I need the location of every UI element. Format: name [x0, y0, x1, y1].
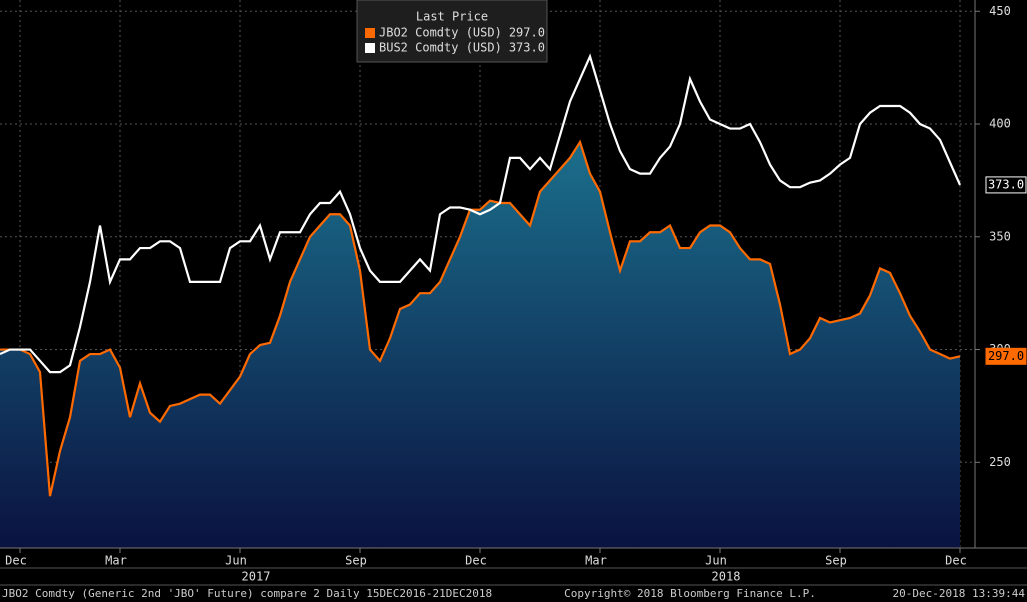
y-tick-label: 250 [989, 455, 1011, 469]
footer-center: Copyright© 2018 Bloomberg Finance L.P. [564, 587, 816, 600]
footer-right: 20-Dec-2018 13:39:44 [893, 587, 1026, 600]
legend-swatch [365, 28, 375, 38]
line [0, 53, 962, 374]
x-tick-label: Jun [705, 554, 727, 568]
y-tick-label: 450 [989, 4, 1011, 18]
area [0, 142, 960, 548]
x-tick-label: Sep [345, 554, 367, 568]
legend-label: BUS2 Comdty (USD) [379, 41, 502, 55]
year-label: 2018 [712, 570, 741, 584]
legend-box [356, 0, 548, 63]
x-tick-label: Mar [585, 554, 607, 568]
last-value-box [985, 347, 1027, 365]
x-tick-label: Jun [225, 554, 247, 568]
legend-swatch [365, 43, 375, 53]
legend-label: JBO2 Comdty (USD) [379, 26, 502, 40]
y-tick-label: 350 [989, 229, 1011, 243]
last-value-box [985, 176, 1027, 194]
legend-value: 297.0 [509, 26, 545, 40]
line [0, 139, 961, 497]
x-tick-label: Dec [465, 554, 487, 568]
legend-title: Last Price [416, 10, 488, 24]
last-value-label: 373.0 [988, 177, 1024, 191]
y-tick-label: 400 [989, 117, 1011, 131]
x-tick-label: Dec [945, 554, 967, 568]
x-tick-label: Dec [5, 554, 27, 568]
year-label: 2017 [242, 570, 271, 584]
legend-value: 373.0 [509, 41, 545, 55]
footer-left: JBO2 Comdty (Generic 2nd 'JBO' Future) c… [2, 587, 492, 600]
x-tick-label: Sep [825, 554, 847, 568]
x-tick-label: Mar [105, 554, 127, 568]
last-value-label: 297.0 [988, 349, 1024, 363]
